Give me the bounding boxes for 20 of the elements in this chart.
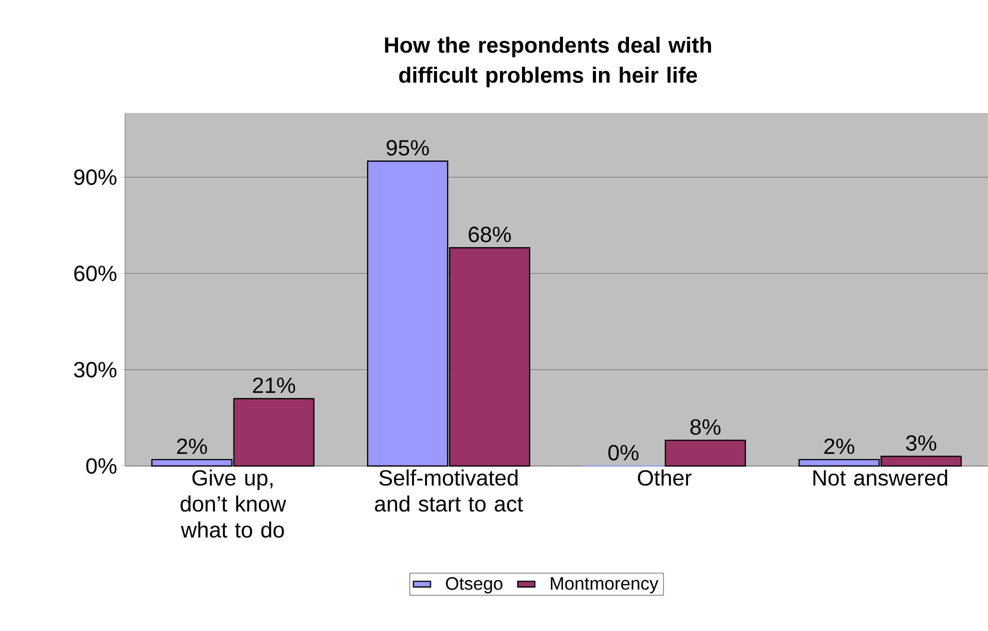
y-tick-label: 90% (74, 169, 116, 185)
data-label: 95% (386, 140, 429, 156)
data-label: 2% (824, 438, 854, 454)
data-label: 8% (690, 419, 720, 435)
data-label: 21% (252, 378, 296, 394)
data-label: 68% (468, 226, 511, 242)
chart-title: How the respondents deal with difficult problems in heir life (385, 36, 712, 88)
bar (664, 440, 746, 467)
y-tick-label: 60% (74, 266, 116, 282)
x-tick-label: Self-motivated and start to act (374, 470, 524, 512)
data-label: 3% (906, 435, 936, 451)
x-tick-label: Other (638, 470, 692, 486)
x-tick-label: Give up, don’t know what to do (180, 470, 286, 538)
data-label: 0% (608, 444, 638, 460)
legend-label: Montmorency (550, 577, 658, 594)
y-tick-label: 30% (74, 362, 116, 378)
legend-label: Otsego (446, 577, 502, 594)
x-tick-label: Not answered (813, 470, 948, 486)
y-tick-label: 0% (86, 458, 116, 474)
data-label: 2% (177, 438, 207, 454)
